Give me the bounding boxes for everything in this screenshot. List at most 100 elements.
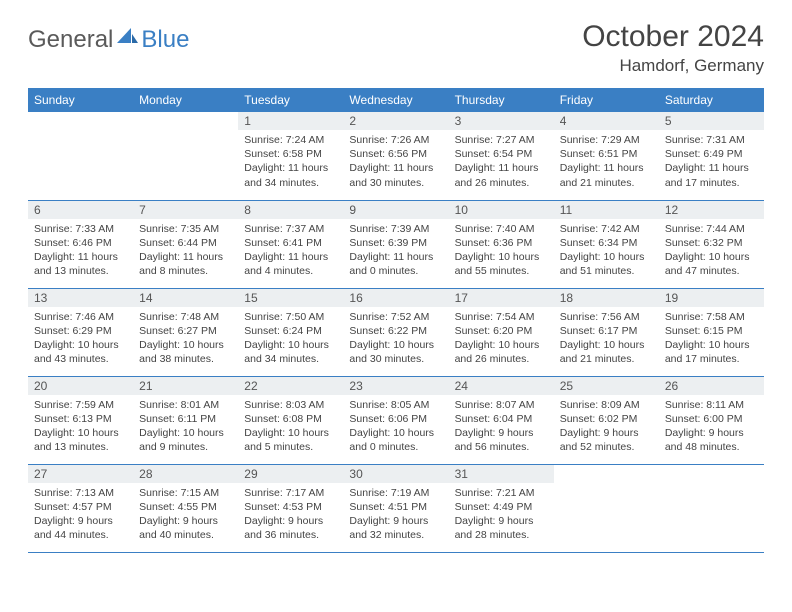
- day-number: 24: [449, 377, 554, 395]
- sunset-line: Sunset: 6:15 PM: [665, 324, 758, 338]
- sunrise-line: Sunrise: 7:46 AM: [34, 310, 127, 324]
- calendar-day-cell: 17 Sunrise: 7:54 AMSunset: 6:20 PMDayligh…: [449, 288, 554, 376]
- sunrise-line: Sunrise: 7:19 AM: [349, 486, 442, 500]
- day-number: 29: [238, 465, 343, 483]
- day-number: 13: [28, 289, 133, 307]
- sunset-line: Sunset: 6:54 PM: [455, 147, 548, 161]
- sunrise-line: Sunrise: 7:52 AM: [349, 310, 442, 324]
- sunset-line: Sunset: 6:00 PM: [665, 412, 758, 426]
- day-number: 15: [238, 289, 343, 307]
- sunset-line: Sunset: 4:57 PM: [34, 500, 127, 514]
- calendar-day-cell: 11Sunrise: 7:42 AMSunset: 6:34 PMDayligh…: [554, 200, 659, 288]
- day-details: Sunrise: 7:24 AMSunset: 6:58 PMDaylight:…: [238, 130, 343, 195]
- sunrise-line: Sunrise: 7:15 AM: [139, 486, 232, 500]
- sunrise-line: Sunrise: 7:39 AM: [349, 222, 442, 236]
- daylight-line: Daylight: 9 hours and 32 minutes.: [349, 514, 442, 542]
- day-number: 21: [133, 377, 238, 395]
- weekday-header: Monday: [133, 88, 238, 112]
- calendar-day-cell: 24Sunrise: 8:07 AMSunset: 6:04 PMDayligh…: [449, 376, 554, 464]
- day-number: 22: [238, 377, 343, 395]
- daylight-line: Daylight: 10 hours and 26 minutes.: [455, 338, 548, 366]
- sunset-line: Sunset: 6:08 PM: [244, 412, 337, 426]
- sunrise-line: Sunrise: 7:24 AM: [244, 133, 337, 147]
- day-number: 1: [238, 112, 343, 130]
- sunset-line: Sunset: 4:49 PM: [455, 500, 548, 514]
- day-details: Sunrise: 7:31 AMSunset: 6:49 PMDaylight:…: [659, 130, 764, 195]
- sunset-line: Sunset: 6:29 PM: [34, 324, 127, 338]
- day-number: 25: [554, 377, 659, 395]
- sunset-line: Sunset: 6:17 PM: [560, 324, 653, 338]
- sunset-line: Sunset: 6:58 PM: [244, 147, 337, 161]
- sunset-line: Sunset: 6:56 PM: [349, 147, 442, 161]
- sunset-line: Sunset: 6:22 PM: [349, 324, 442, 338]
- brand-sail-icon: [117, 26, 139, 49]
- calendar-empty-cell: [554, 464, 659, 552]
- day-number: 14: [133, 289, 238, 307]
- day-details: Sunrise: 7:39 AMSunset: 6:39 PMDaylight:…: [343, 219, 448, 284]
- day-number: 8: [238, 201, 343, 219]
- sunset-line: Sunset: 4:51 PM: [349, 500, 442, 514]
- weekday-header: Friday: [554, 88, 659, 112]
- calendar-day-cell: 6Sunrise: 7:33 AMSunset: 6:46 PMDaylight…: [28, 200, 133, 288]
- month-title: October 2024: [582, 20, 764, 54]
- sunset-line: Sunset: 6:27 PM: [139, 324, 232, 338]
- weekday-header: Saturday: [659, 88, 764, 112]
- day-details: Sunrise: 8:05 AMSunset: 6:06 PMDaylight:…: [343, 395, 448, 460]
- weekday-header: Sunday: [28, 88, 133, 112]
- day-details: Sunrise: 7:29 AMSunset: 6:51 PMDaylight:…: [554, 130, 659, 195]
- calendar-day-cell: 16 Sunrise: 7:52 AMSunset: 6:22 PMDayligh…: [343, 288, 448, 376]
- daylight-line: Daylight: 10 hours and 9 minutes.: [139, 426, 232, 454]
- day-details: Sunrise: 7:26 AMSunset: 6:56 PMDaylight:…: [343, 130, 448, 195]
- sunset-line: Sunset: 6:41 PM: [244, 236, 337, 250]
- sunset-line: Sunset: 6:20 PM: [455, 324, 548, 338]
- day-number: 18: [554, 289, 659, 307]
- location: Hamdorf, Germany: [582, 56, 764, 76]
- daylight-line: Daylight: 9 hours and 36 minutes.: [244, 514, 337, 542]
- sunrise-line: Sunrise: 8:07 AM: [455, 398, 548, 412]
- day-number: 26: [659, 377, 764, 395]
- calendar-day-cell: 22Sunrise: 8:03 AMSunset: 6:08 PMDayligh…: [238, 376, 343, 464]
- calendar-day-cell: 21Sunrise: 8:01 AMSunset: 6:11 PMDayligh…: [133, 376, 238, 464]
- daylight-line: Daylight: 11 hours and 13 minutes.: [34, 250, 127, 278]
- calendar-day-cell: 31Sunrise: 7:21 AMSunset: 4:49 PMDayligh…: [449, 464, 554, 552]
- sunrise-line: Sunrise: 7:42 AM: [560, 222, 653, 236]
- daylight-line: Daylight: 10 hours and 43 minutes.: [34, 338, 127, 366]
- sunrise-line: Sunrise: 7:54 AM: [455, 310, 548, 324]
- day-number: 17: [449, 289, 554, 307]
- day-number: 28: [133, 465, 238, 483]
- brand-part1: General: [28, 26, 113, 54]
- daylight-line: Daylight: 9 hours and 28 minutes.: [455, 514, 548, 542]
- calendar-day-cell: 28Sunrise: 7:15 AMSunset: 4:55 PMDayligh…: [133, 464, 238, 552]
- day-number: 16: [343, 289, 448, 307]
- sunset-line: Sunset: 6:49 PM: [665, 147, 758, 161]
- day-number: 11: [554, 201, 659, 219]
- daylight-line: Daylight: 11 hours and 4 minutes.: [244, 250, 337, 278]
- sunrise-line: Sunrise: 7:48 AM: [139, 310, 232, 324]
- calendar-day-cell: 10Sunrise: 7:40 AMSunset: 6:36 PMDayligh…: [449, 200, 554, 288]
- calendar-empty-cell: [659, 464, 764, 552]
- daylight-line: Daylight: 10 hours and 5 minutes.: [244, 426, 337, 454]
- day-number: 27: [28, 465, 133, 483]
- brand-part2: Blue: [141, 26, 189, 54]
- daylight-line: Daylight: 10 hours and 0 minutes.: [349, 426, 442, 454]
- daylight-line: Daylight: 11 hours and 17 minutes.: [665, 161, 758, 189]
- day-details: Sunrise: 8:09 AMSunset: 6:02 PMDaylight:…: [554, 395, 659, 460]
- sunrise-line: Sunrise: 7:44 AM: [665, 222, 758, 236]
- daylight-line: Daylight: 11 hours and 8 minutes.: [139, 250, 232, 278]
- sunset-line: Sunset: 4:55 PM: [139, 500, 232, 514]
- daylight-line: Daylight: 10 hours and 55 minutes.: [455, 250, 548, 278]
- day-details: Sunrise: 7:42 AMSunset: 6:34 PMDaylight:…: [554, 219, 659, 284]
- daylight-line: Daylight: 10 hours and 30 minutes.: [349, 338, 442, 366]
- sunrise-line: Sunrise: 7:59 AM: [34, 398, 127, 412]
- day-details: Sunrise: 7:59 AMSunset: 6:13 PMDaylight:…: [28, 395, 133, 460]
- day-number: 9: [343, 201, 448, 219]
- sunset-line: Sunset: 6:13 PM: [34, 412, 127, 426]
- sunrise-line: Sunrise: 7:58 AM: [665, 310, 758, 324]
- sunset-line: Sunset: 6:11 PM: [139, 412, 232, 426]
- day-number: 4: [554, 112, 659, 130]
- sunrise-line: Sunrise: 7:37 AM: [244, 222, 337, 236]
- daylight-line: Daylight: 11 hours and 0 minutes.: [349, 250, 442, 278]
- calendar-day-cell: 19Sunrise: 7:58 AMSunset: 6:15 PMDayligh…: [659, 288, 764, 376]
- sunrise-line: Sunrise: 7:27 AM: [455, 133, 548, 147]
- daylight-line: Daylight: 10 hours and 38 minutes.: [139, 338, 232, 366]
